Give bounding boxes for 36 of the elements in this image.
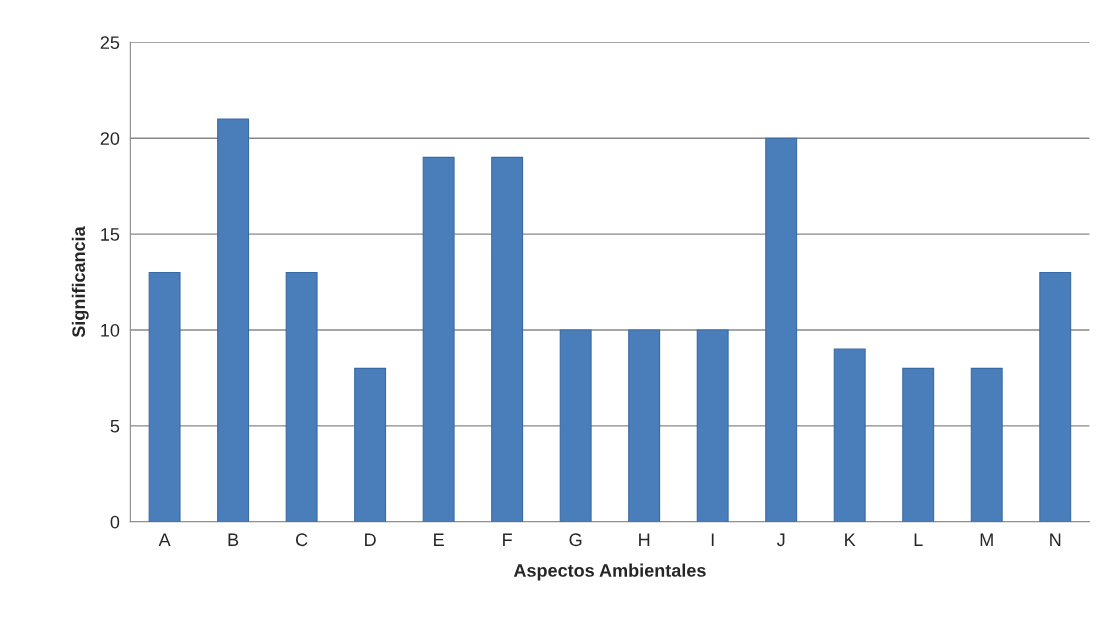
bar [628,329,661,522]
x-tick-label: C [296,533,308,547]
bar [491,156,524,522]
x-tick-label: A [158,533,171,546]
bar [148,271,181,522]
bar [285,271,318,522]
y-tick-label: 20 [100,132,120,145]
bar [354,367,387,522]
x-tick-label: I [711,533,714,546]
x-tick-label: B [228,533,239,546]
x-tick-label: D [365,533,376,546]
y-tick-label: 15 [101,228,120,241]
y-axis-title: Significancia [71,226,89,338]
y-tick-label: 25 [100,36,120,50]
x-tick-label: E [434,533,444,546]
x-tick-label: K [845,533,856,546]
bar [970,367,1003,522]
y-tick-label: 10 [101,323,120,337]
x-tick-label: N [1050,533,1061,546]
bar [1039,271,1072,522]
y-tick-label: 5 [110,420,120,433]
bar [833,348,866,522]
bar [902,367,935,522]
x-tick-label: M [980,533,993,546]
x-tick-label: J [776,533,785,547]
y-tick-label: 0 [110,515,120,529]
bar [765,137,798,522]
x-tick-label: L [914,533,923,546]
bar [696,329,729,522]
bar [217,118,250,522]
x-axis-title: Aspectos Ambientales [513,563,706,581]
x-tick-label: H [639,533,650,546]
bar [422,156,455,522]
x-tick-label: G [569,533,582,547]
x-tick-label: F [503,533,512,546]
bar [559,329,592,522]
